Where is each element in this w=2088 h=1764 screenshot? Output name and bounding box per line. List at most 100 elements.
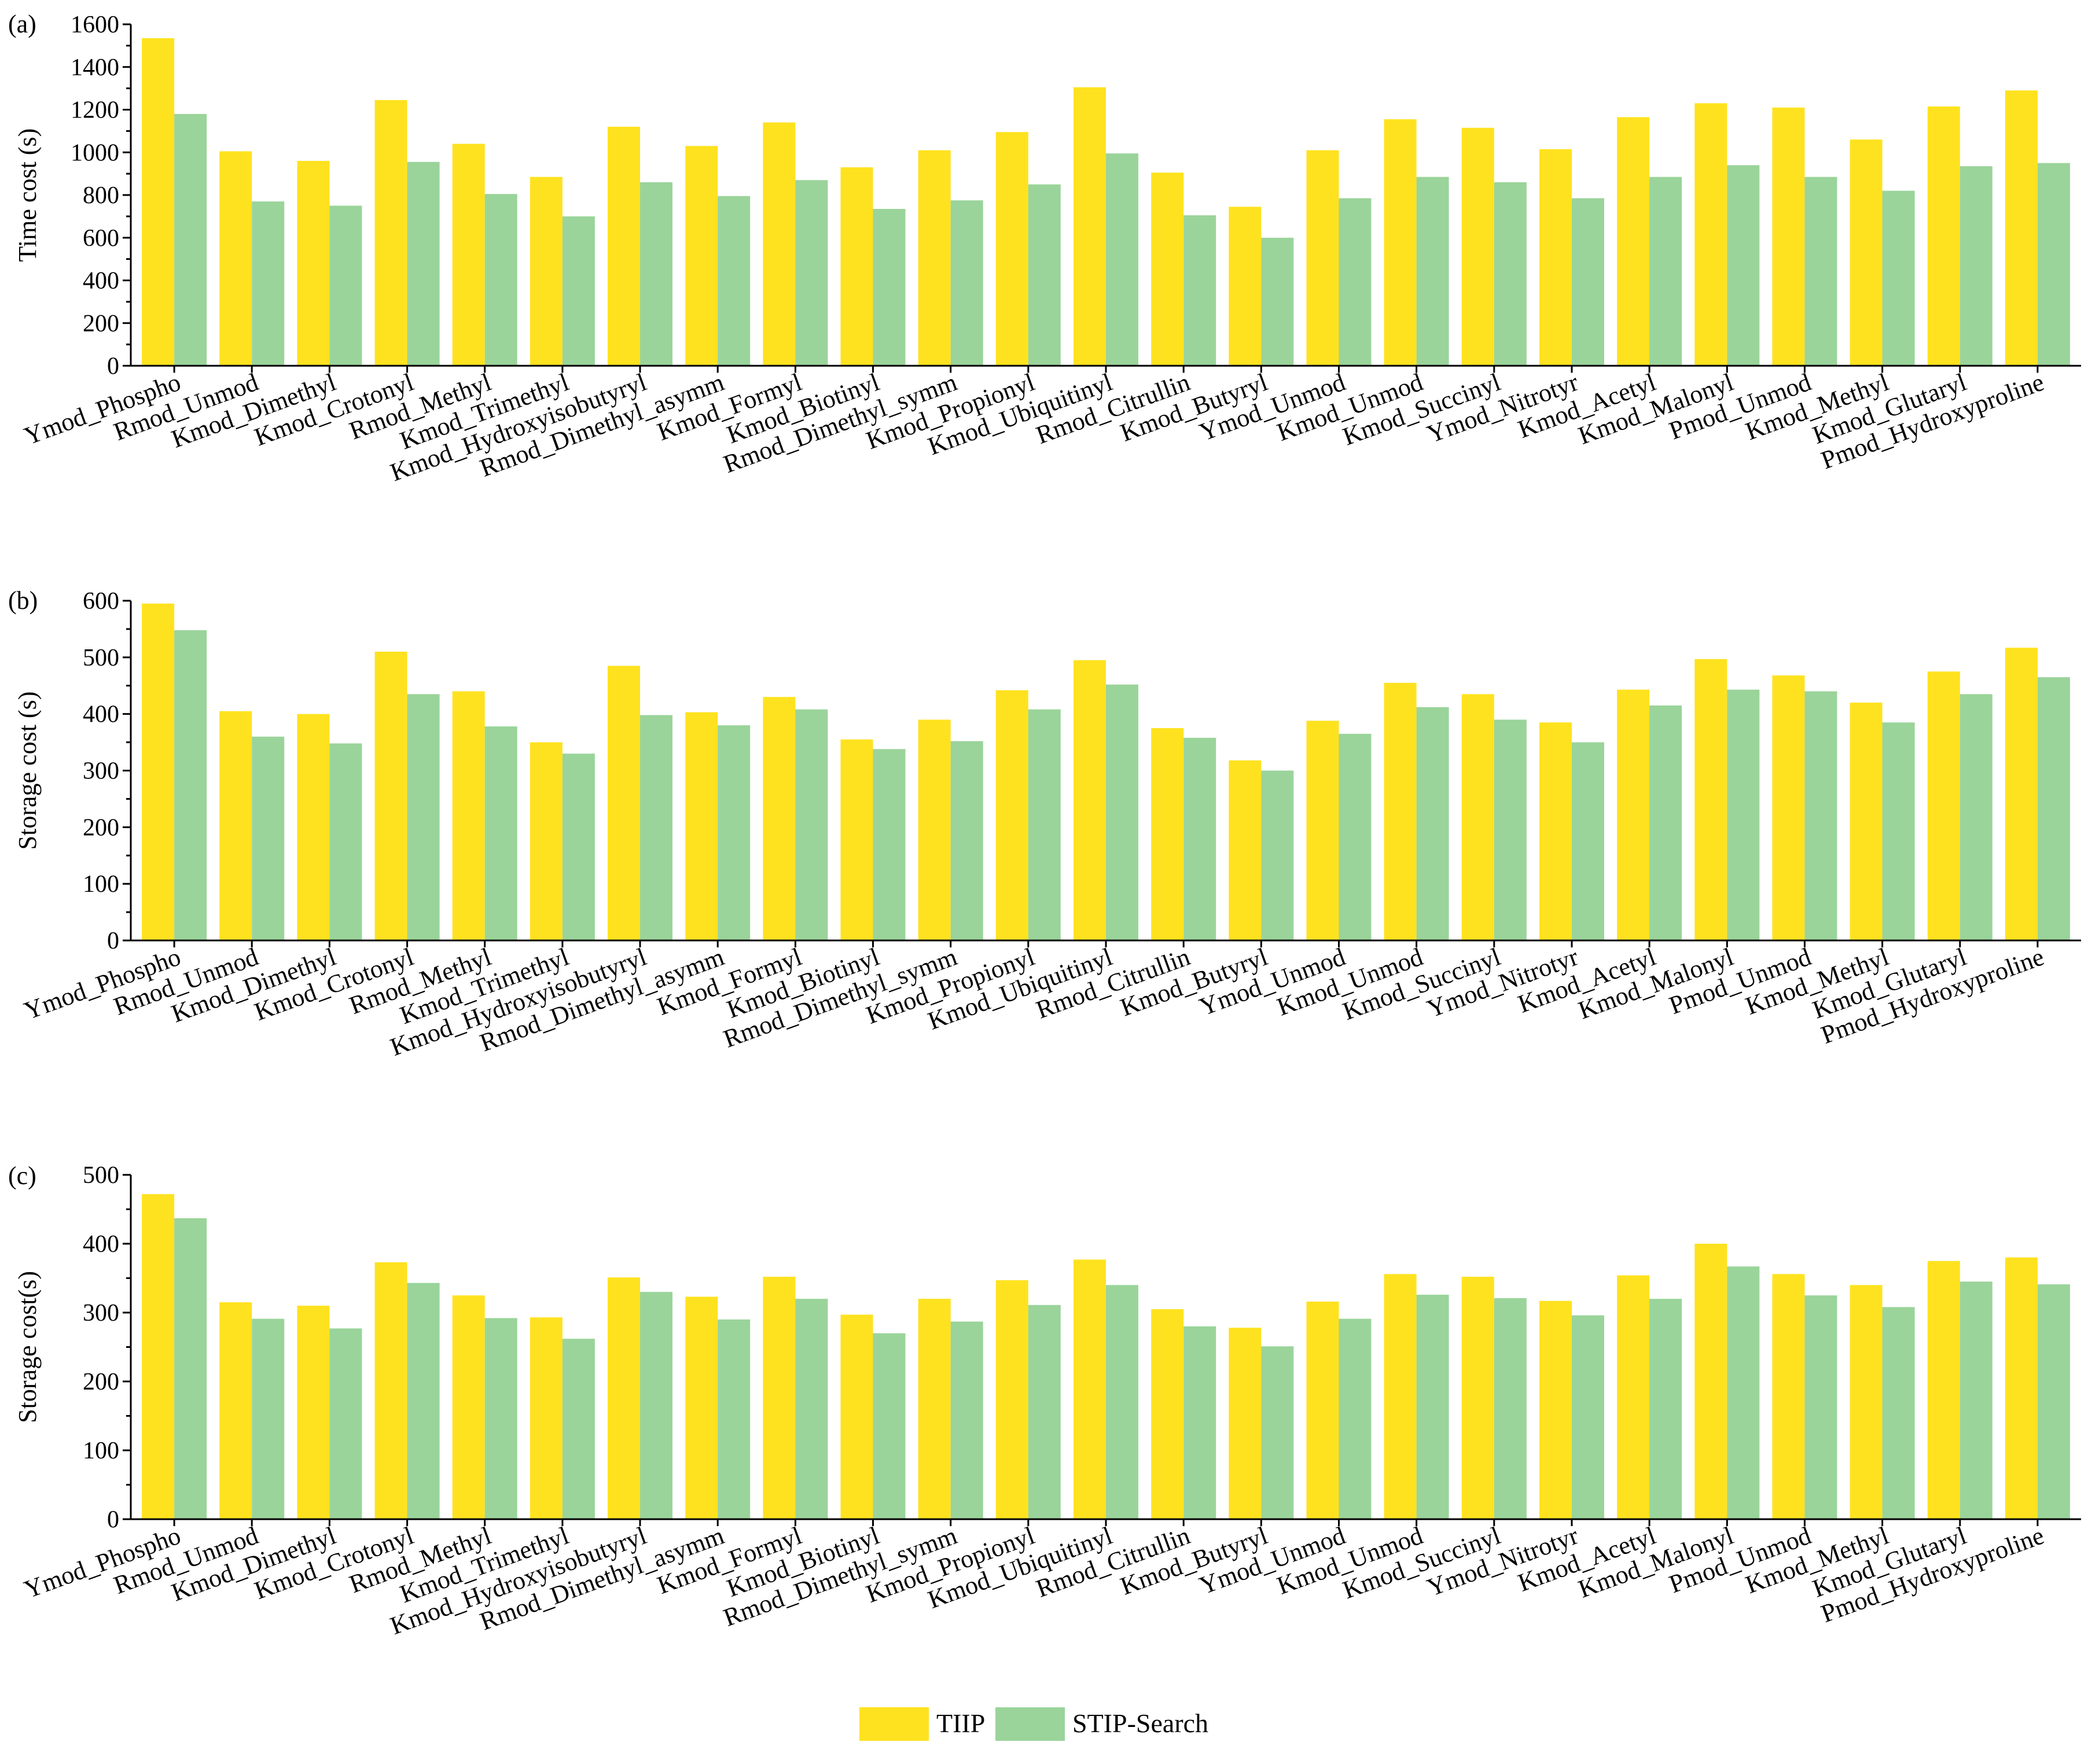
y-tick-label: 400 — [83, 268, 119, 295]
bar-tiip-ymod-unmod — [1306, 721, 1339, 940]
bar-stip-search-kmod-butyryl — [1261, 1346, 1294, 1519]
y-tick-label: 1200 — [71, 97, 119, 124]
bar-tiip-kmod-biotinyl — [840, 167, 873, 366]
bar-tiip-kmod-formyl — [763, 697, 796, 940]
bar-tiip-kmod-formyl — [763, 1277, 796, 1519]
bar-stip-search-rmod-dimethyl-asymm — [718, 196, 751, 366]
chart-panel-a: Ymod_PhosphoRmod_UnmodKmod_DimethylKmod_… — [8, 10, 2081, 487]
bar-stip-search-ymod-nitrotyr — [1572, 198, 1604, 366]
bar-stip-search-kmod-biotinyl — [873, 749, 906, 940]
bar-tiip-kmod-succinyl — [1461, 127, 1494, 366]
bar-stip-search-rmod-dimethyl-symm — [950, 741, 983, 940]
bar-stip-search-kmod-succinyl — [1494, 182, 1527, 366]
bar-stip-search-kmod-butyryl — [1261, 770, 1294, 940]
bar-stip-search-kmod-unmod — [1416, 707, 1449, 940]
bar-tiip-rmod-dimethyl-symm — [918, 150, 951, 366]
bar-tiip-kmod-dimethyl — [297, 714, 330, 940]
bar-tiip-ymod-phospho — [142, 38, 175, 366]
bar-stip-search-rmod-dimethyl-symm — [950, 1321, 983, 1519]
bar-stip-search-rmod-citrullin — [1183, 1326, 1216, 1519]
bar-tiip-kmod-crotonyl — [374, 1262, 407, 1519]
bar-tiip-kmod-glutaryl — [1927, 106, 1960, 366]
bar-tiip-kmod-ubiquitinyl — [1074, 87, 1106, 366]
y-tick-label: 300 — [83, 758, 119, 785]
bar-tiip-rmod-unmod — [219, 1302, 252, 1519]
bar-tiip-kmod-crotonyl — [374, 100, 407, 366]
bar-stip-search-kmod-trimethyl — [562, 216, 595, 366]
bar-tiip-pmod-hydroxyproline — [2005, 90, 2038, 366]
bar-stip-search-kmod-methyl — [1882, 190, 1915, 366]
bar-tiip-kmod-biotinyl — [840, 1314, 873, 1519]
bar-tiip-pmod-hydroxyproline — [2005, 1257, 2038, 1519]
y-tick-label: 300 — [83, 1300, 119, 1326]
bar-tiip-kmod-butyryl — [1229, 1328, 1262, 1519]
bar-tiip-kmod-formyl — [763, 122, 796, 366]
bar-stip-search-kmod-acetyl — [1649, 705, 1682, 940]
bar-stip-search-kmod-crotonyl — [407, 1282, 440, 1519]
bar-tiip-kmod-crotonyl — [374, 652, 407, 940]
bar-tiip-rmod-methyl — [452, 144, 485, 366]
y-tick-label: 600 — [83, 225, 119, 252]
bar-stip-search-ymod-unmod — [1339, 198, 1372, 366]
bar-stip-search-kmod-dimethyl — [329, 743, 362, 940]
bar-stip-search-kmod-propionyl — [1028, 184, 1061, 366]
bar-tiip-ymod-phospho — [142, 603, 175, 940]
bar-tiip-kmod-acetyl — [1617, 1275, 1650, 1519]
bar-stip-search-kmod-ubiquitinyl — [1106, 1285, 1138, 1519]
bar-stip-search-rmod-dimethyl-asymm — [718, 1319, 751, 1519]
y-tick-label: 1600 — [71, 12, 119, 38]
bar-stip-search-kmod-glutaryl — [1960, 694, 1993, 940]
legend-label-stip-search: STIP-Search — [1072, 1708, 1208, 1738]
bar-stip-search-kmod-crotonyl — [407, 161, 440, 366]
bar-stip-search-rmod-methyl — [484, 1318, 517, 1519]
bar-stip-search-kmod-formyl — [795, 709, 828, 940]
bar-tiip-kmod-methyl — [1850, 703, 1883, 940]
y-tick-label: 200 — [83, 1369, 119, 1395]
y-tick-label: 400 — [83, 701, 119, 728]
bar-tiip-kmod-malonyl — [1694, 1244, 1727, 1519]
bar-tiip-kmod-propionyl — [995, 132, 1028, 366]
y-tick-label: 1400 — [71, 54, 119, 81]
bar-stip-search-rmod-unmod — [252, 736, 285, 940]
bar-tiip-rmod-unmod — [219, 711, 252, 940]
bar-stip-search-kmod-propionyl — [1028, 709, 1061, 940]
bar-stip-search-rmod-citrullin — [1183, 215, 1216, 366]
bar-stip-search-pmod-unmod — [1804, 691, 1837, 940]
chart-panel-b: Ymod_PhosphoRmod_UnmodKmod_DimethylKmod_… — [8, 586, 2081, 1061]
bar-tiip-kmod-malonyl — [1694, 103, 1727, 366]
legend-swatch-stip-search — [995, 1707, 1065, 1741]
bar-tiip-pmod-hydroxyproline — [2005, 648, 2038, 940]
bar-stip-search-kmod-trimethyl — [562, 1339, 595, 1519]
bar-stip-search-ymod-unmod — [1339, 733, 1372, 940]
bar-stip-search-kmod-succinyl — [1494, 1298, 1527, 1519]
bar-stip-search-kmod-acetyl — [1649, 1299, 1682, 1519]
y-axis-title: Time cost (s) — [13, 128, 42, 262]
bar-tiip-pmod-unmod — [1772, 675, 1805, 940]
bar-stip-search-kmod-hydroxyisobutyryl — [640, 1292, 672, 1519]
bar-tiip-kmod-succinyl — [1461, 694, 1494, 940]
bar-stip-search-rmod-methyl — [484, 726, 517, 940]
bar-tiip-ymod-unmod — [1306, 1302, 1339, 1519]
bar-tiip-pmod-unmod — [1772, 1274, 1805, 1519]
y-tick-label: 0 — [107, 353, 119, 380]
bar-tiip-kmod-biotinyl — [840, 739, 873, 940]
y-tick-label: 100 — [83, 1438, 119, 1464]
bar-stip-search-pmod-hydroxyproline — [2037, 1284, 2070, 1519]
y-tick-label: 0 — [107, 1506, 119, 1533]
bar-stip-search-kmod-unmod — [1416, 177, 1449, 366]
bar-tiip-kmod-malonyl — [1694, 659, 1727, 940]
bar-tiip-rmod-methyl — [452, 1295, 485, 1520]
bar-stip-search-kmod-malonyl — [1727, 689, 1760, 940]
panel-label: (c) — [8, 1162, 36, 1190]
bar-stip-search-rmod-unmod — [252, 1318, 285, 1519]
bar-stip-search-ymod-unmod — [1339, 1318, 1372, 1519]
bar-stip-search-kmod-malonyl — [1727, 165, 1760, 366]
bar-stip-search-ymod-phospho — [174, 630, 207, 940]
bar-stip-search-rmod-dimethyl-symm — [950, 200, 983, 366]
bar-tiip-ymod-unmod — [1306, 150, 1339, 366]
y-tick-label: 500 — [83, 645, 119, 671]
bar-stip-search-ymod-phospho — [174, 1218, 207, 1519]
y-tick-label: 200 — [83, 310, 119, 337]
bar-stip-search-kmod-biotinyl — [873, 1333, 906, 1519]
bar-tiip-kmod-unmod — [1384, 119, 1417, 366]
